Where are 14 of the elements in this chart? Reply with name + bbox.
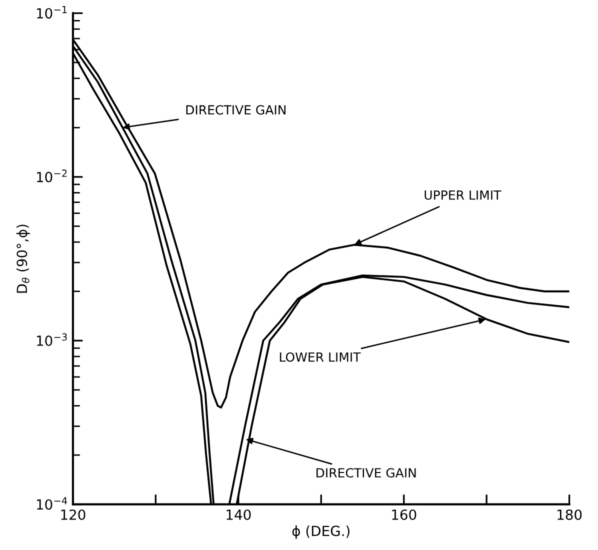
annotation: DIRECTIVE GAIN	[316, 468, 416, 478]
x-tick-label: 180	[558, 509, 582, 520]
y-axis-title: D$_{θ}$ (90°,ϕ)	[16, 224, 30, 293]
x-axis-title: ϕ (DEG.)	[292, 525, 350, 539]
annotation: UPPER LIMIT	[424, 190, 502, 200]
y-tick-label: 10$^{−4}$	[36, 497, 68, 510]
annotation: LOWER LIMIT	[280, 352, 361, 362]
annotation: DIRECTIVE GAIN	[186, 105, 286, 115]
x-tick-label: 160	[392, 509, 416, 520]
y-tick-label: 10$^{−3}$	[36, 333, 67, 346]
y-tick-label: 10$^{−1}$	[36, 6, 67, 19]
x-tick-label: 120	[61, 509, 86, 520]
x-tick-label: 140	[226, 509, 251, 520]
y-tick-label: 10$^{−2}$	[36, 170, 67, 182]
